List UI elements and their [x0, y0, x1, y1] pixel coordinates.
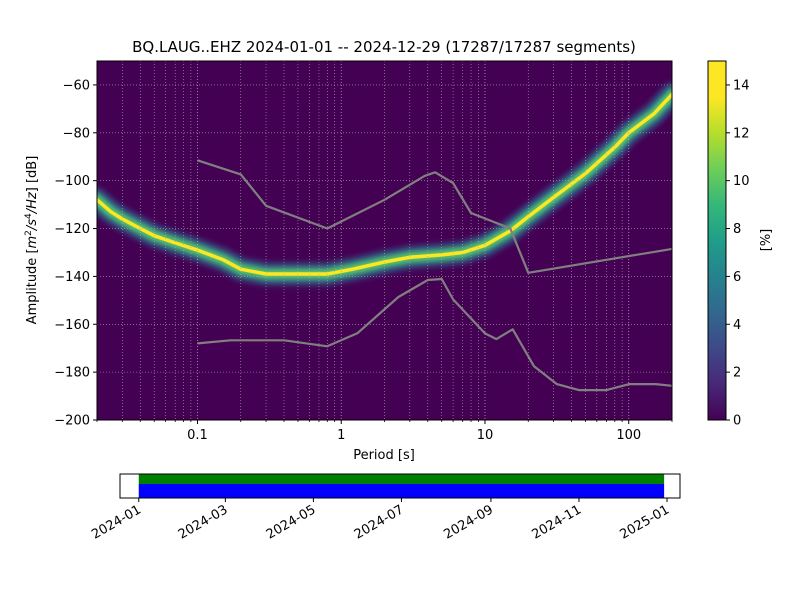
timeline-tick-label: 2024-09: [441, 502, 496, 542]
timeline-ticks: 2024-01 2024-03 2024-05 2024-07 2024-09 2024-…: [89, 498, 672, 543]
x-axis-label: Period [s]: [353, 448, 415, 463]
y-tick-label: −200: [54, 414, 90, 429]
timeline-tick-label: 2025-01: [617, 502, 672, 542]
high-noise-model-curve: [197, 159, 673, 274]
y-tick-label: −100: [54, 174, 90, 189]
coverage-timeline: 2024-01 2024-03 2024-05 2024-07 2024-09 2024-…: [89, 473, 681, 543]
timeline-coverage-bars: [138, 474, 665, 498]
colorbar-tick-label: 2: [733, 366, 741, 381]
x-tick-label: 0.1: [187, 428, 208, 443]
colorbar-tick-label: 6: [733, 270, 741, 285]
y-tick-label: −140: [54, 270, 90, 285]
heat-band-core: [97, 92, 672, 276]
coverage-bar-blue: [138, 484, 665, 498]
x-tick-label: 10: [477, 428, 494, 443]
timeline-tick-label: 2024-07: [352, 502, 407, 542]
y-tick-label: −60: [63, 78, 90, 93]
ppsd-plot: 0.1 1 10 100 −200 −180 −160 −140 −120 −100 −80 −60: [54, 60, 673, 443]
low-noise-model-curve: [197, 277, 673, 392]
x-axis-ticks: 0.1 1 10 100: [96, 420, 673, 443]
colorbar-label: [%]: [759, 229, 774, 252]
coverage-bar-green: [138, 474, 665, 484]
chart-title: BQ.LAUG..EHZ 2024-01-01 -- 2024-12-29 (1…: [132, 38, 636, 56]
timeline-tick-label: 2024-05: [264, 502, 319, 542]
colorbar-tick-label: 12: [733, 126, 750, 141]
colorbar-tick-label: 0: [733, 414, 741, 429]
heatmap-layer: [97, 82, 672, 286]
timeline-tick-label: 2024-01: [89, 502, 144, 542]
colorbar-tick-label: 8: [733, 222, 741, 237]
y-axis-label: Amplitude [m2/s4/Hz] [dB]: [24, 156, 40, 325]
colorbar: 0 2 4 6 8 10 12 14 [%]: [707, 60, 774, 429]
colorbar-gradient: [707, 60, 727, 421]
x-tick-label: 1: [337, 428, 345, 443]
y-axis-ticks: −200 −180 −160 −140 −120 −100 −80 −60: [54, 78, 97, 429]
colorbar-tick-label: 4: [733, 318, 741, 333]
timeline-frame: [119, 473, 681, 499]
y-tick-label: −80: [63, 126, 90, 141]
noise-model-curves: [197, 159, 673, 392]
y-tick-label: −160: [54, 318, 90, 333]
timeline-tick-label: 2024-03: [176, 502, 231, 542]
colorbar-tick-label: 14: [733, 78, 750, 93]
colorbar-tick-label: 10: [733, 174, 750, 189]
y-tick-label: −180: [54, 366, 90, 381]
x-tick-label: 100: [616, 428, 641, 443]
timeline-tick-label: 2024-11: [529, 502, 584, 542]
y-tick-label: −120: [54, 222, 90, 237]
colorbar-ticks: 0 2 4 6 8 10 12 14: [726, 78, 750, 429]
